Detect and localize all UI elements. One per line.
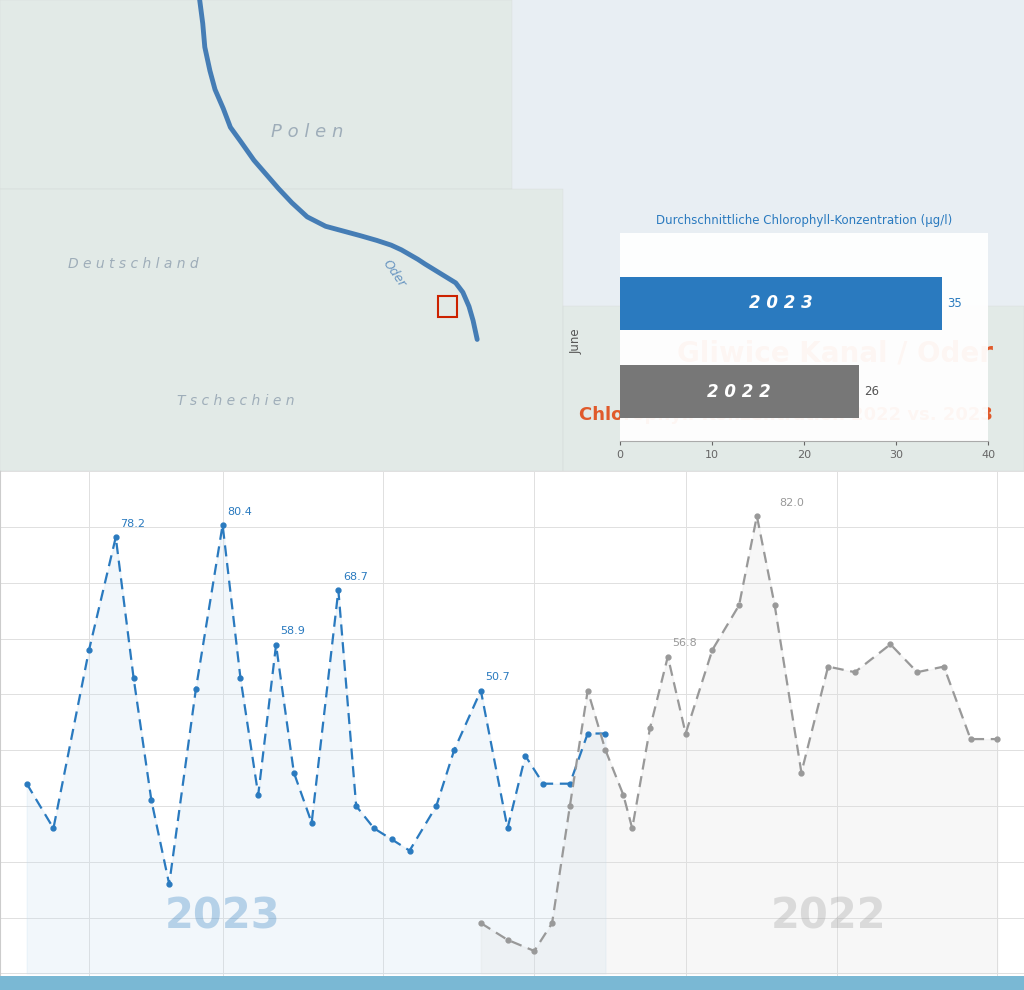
Text: 26: 26 bbox=[863, 385, 879, 398]
Text: 35: 35 bbox=[946, 297, 962, 310]
Bar bbox=[620, 277, 942, 330]
Title: Durchschnittliche Chlorophyll-Konzentration (µg/l): Durchschnittliche Chlorophyll-Konzentrat… bbox=[655, 214, 952, 228]
Bar bbox=[620, 365, 859, 419]
Text: 2 0 2 3: 2 0 2 3 bbox=[749, 294, 813, 313]
Text: Gliwice Kanal / Oder: Gliwice Kanal / Oder bbox=[677, 340, 993, 367]
Text: 78.2: 78.2 bbox=[120, 519, 145, 529]
Text: 50.7: 50.7 bbox=[485, 672, 510, 682]
Bar bbox=[563, 307, 1024, 471]
Text: June: June bbox=[569, 328, 583, 353]
Text: 80.4: 80.4 bbox=[227, 507, 252, 517]
Bar bbox=[0, 976, 1024, 990]
Text: 2022: 2022 bbox=[770, 896, 886, 938]
Text: P o l e n: P o l e n bbox=[271, 123, 343, 141]
Text: 58.9: 58.9 bbox=[281, 627, 305, 637]
Text: 56.8: 56.8 bbox=[673, 639, 697, 648]
Text: T s c h e c h i e n: T s c h e c h i e n bbox=[177, 394, 294, 408]
Bar bbox=[0, 188, 563, 471]
Text: Oder: Oder bbox=[380, 257, 409, 290]
Text: 82.0: 82.0 bbox=[779, 498, 804, 508]
Bar bbox=[438, 296, 457, 317]
Text: 2023: 2023 bbox=[165, 896, 281, 938]
Bar bbox=[0, 0, 512, 188]
Text: 2 0 2 2: 2 0 2 2 bbox=[708, 383, 771, 401]
Text: 68.7: 68.7 bbox=[343, 572, 368, 582]
Text: D e u t s c h l a n d: D e u t s c h l a n d bbox=[68, 257, 199, 271]
Text: Chlorophyll-Konzentration 2022 vs. 2023: Chlorophyll-Konzentration 2022 vs. 2023 bbox=[580, 406, 993, 424]
